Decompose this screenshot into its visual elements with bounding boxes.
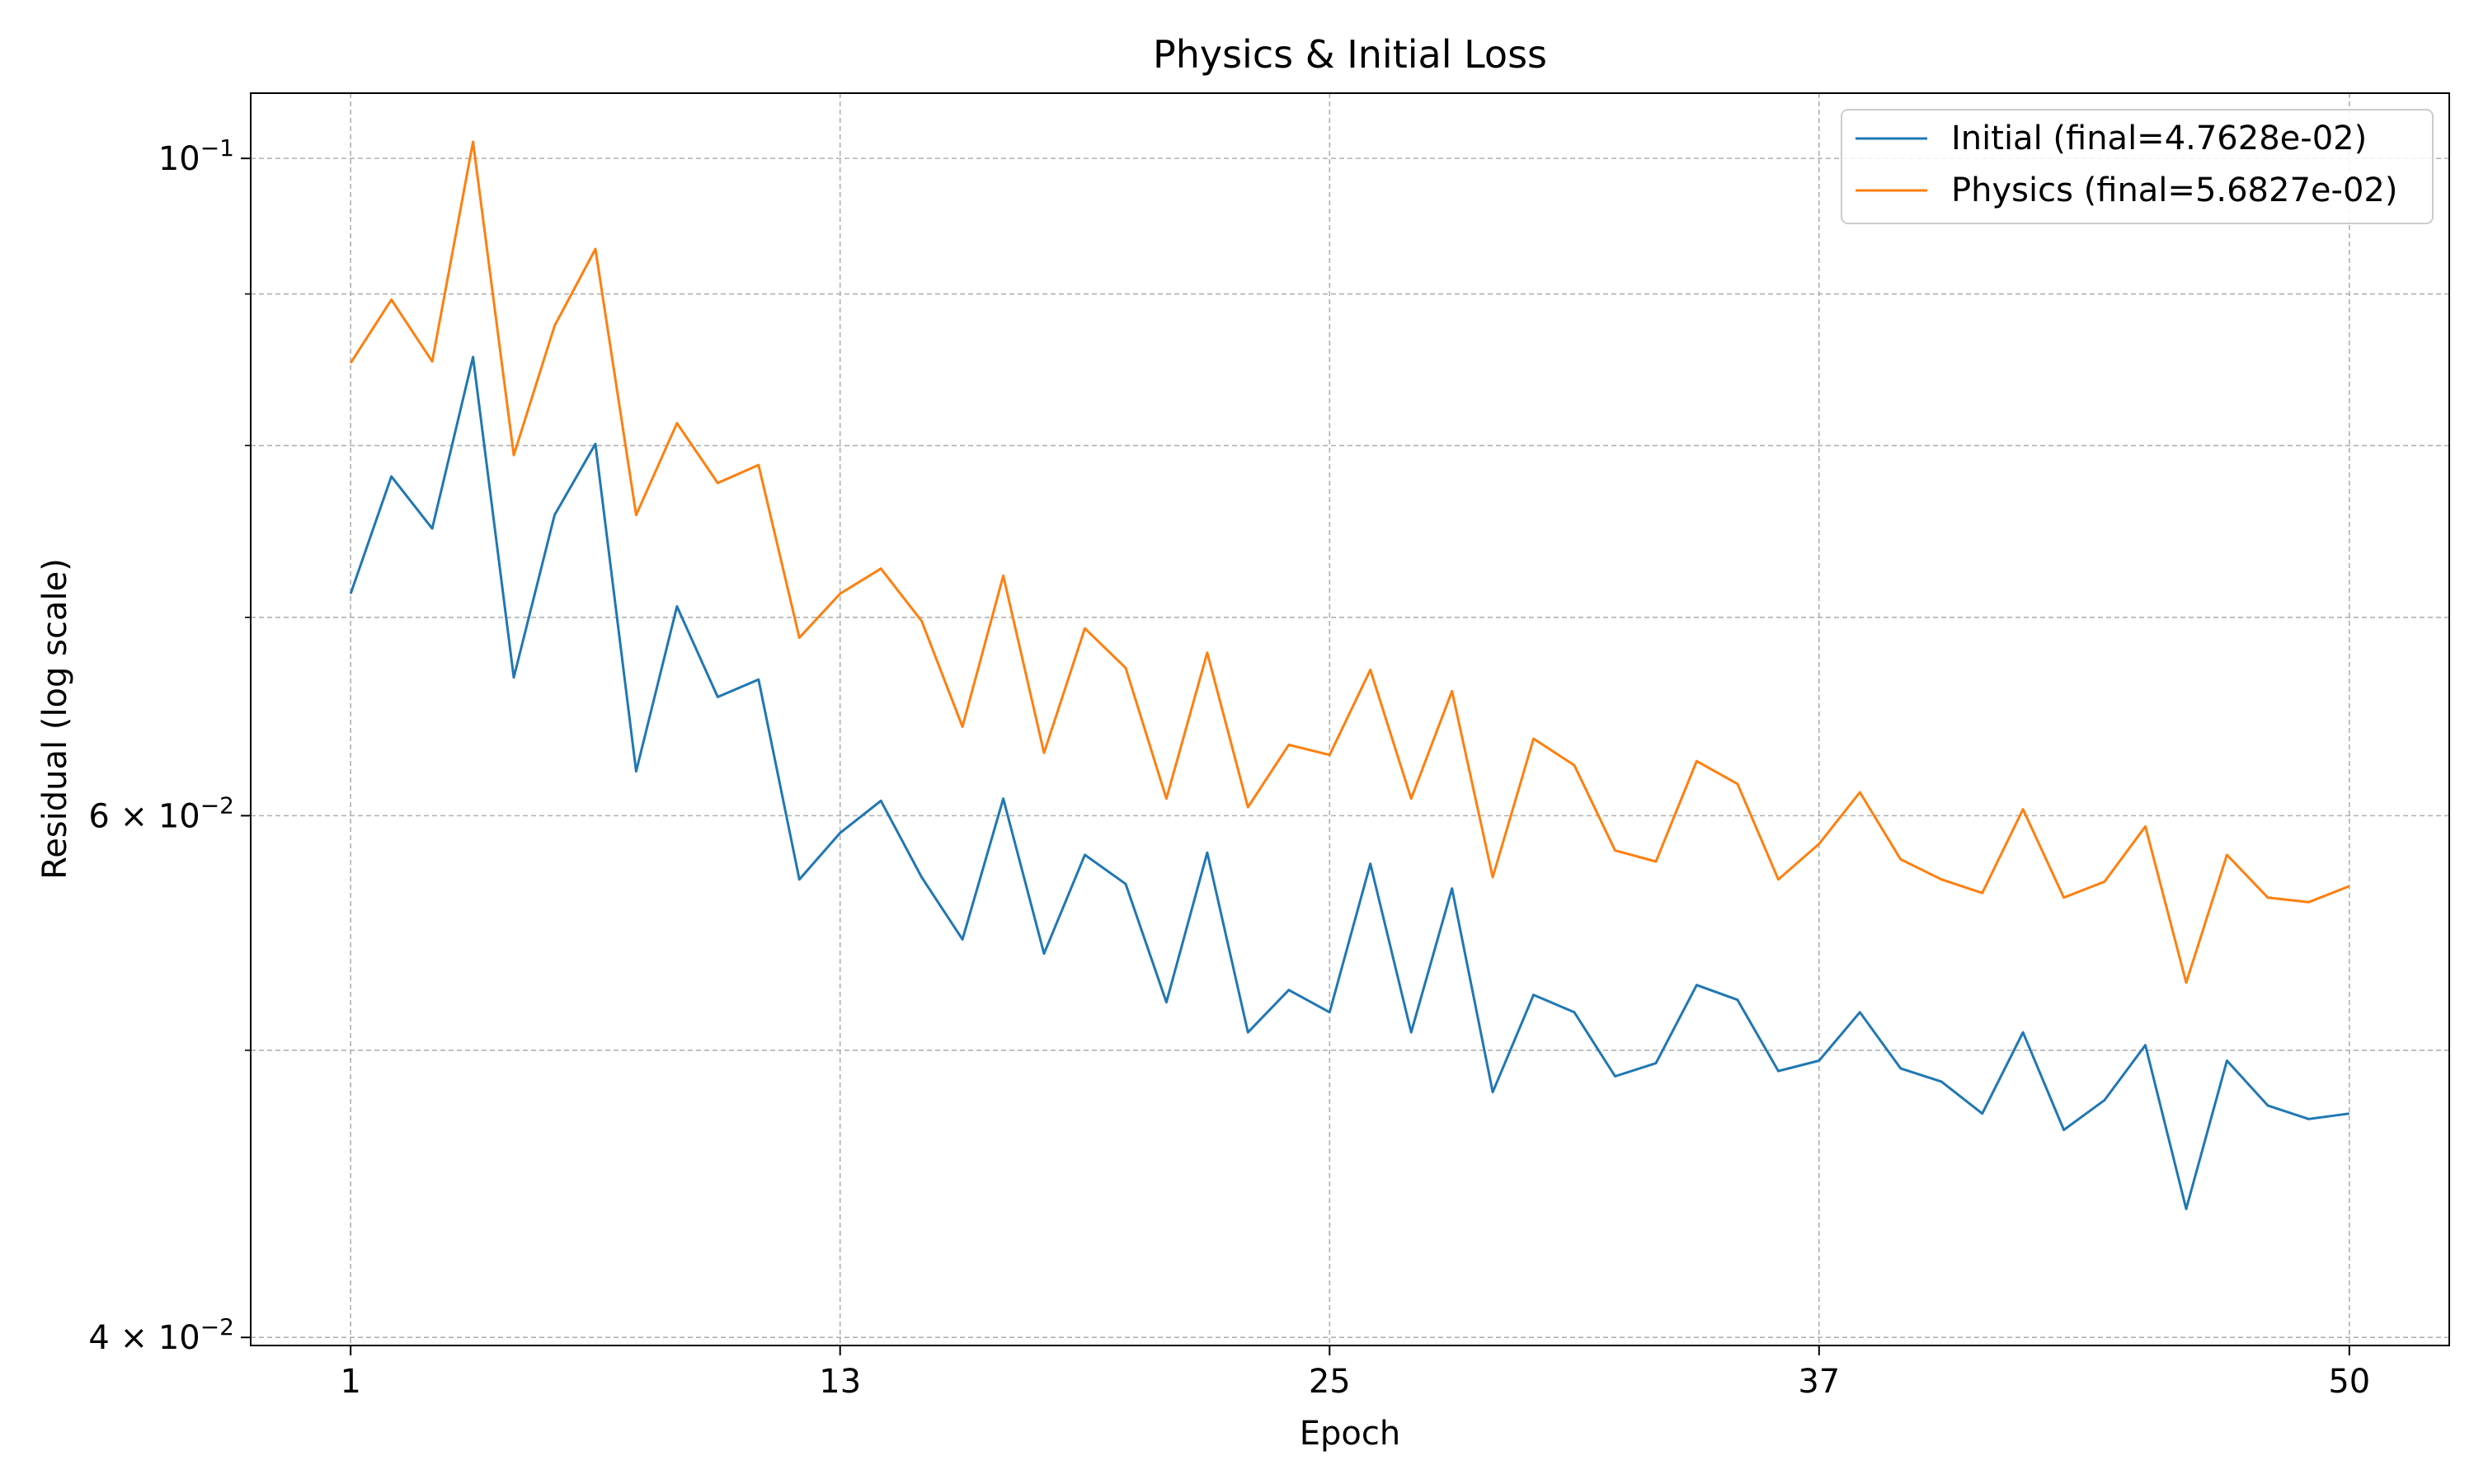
x-tick-label: 25 [1309,1363,1351,1401]
y-axis-label: Residual (log scale) [36,558,74,880]
grid [251,93,2449,1345]
x-tick-label: 37 [1798,1363,1840,1401]
y-axis: 4 × 10−2 6 × 10−2 10−1 [88,134,251,1357]
legend-label-physics: Physics (final=5.6827e-02) [1951,171,2397,209]
x-tick-label: 13 [819,1363,861,1401]
y-tick-label: 4 × 10−2 [88,1313,234,1357]
series-lines [349,140,2350,1210]
legend-box [1841,109,2434,224]
legend: Initial (final=4.7628e-02) Physics (fina… [1841,109,2434,224]
x-tick-label: 1 [340,1363,360,1401]
chart-title: Physics & Initial Loss [1153,32,1547,77]
plot-frame [250,92,2450,1346]
x-tick-label: 50 [2328,1363,2370,1401]
x-axis-label: Epoch [1300,1415,1400,1453]
x-axis: 1 13 25 37 50 [340,1345,2370,1401]
series-line-physics [349,140,2350,984]
legend-label-initial: Initial (final=4.7628e-02) [1951,120,2367,157]
series-line-initial [349,355,2349,1210]
y-tick-label: 10−1 [158,134,234,178]
plot-area [251,93,2449,1345]
y-tick-label: 6 × 10−2 [88,791,234,835]
